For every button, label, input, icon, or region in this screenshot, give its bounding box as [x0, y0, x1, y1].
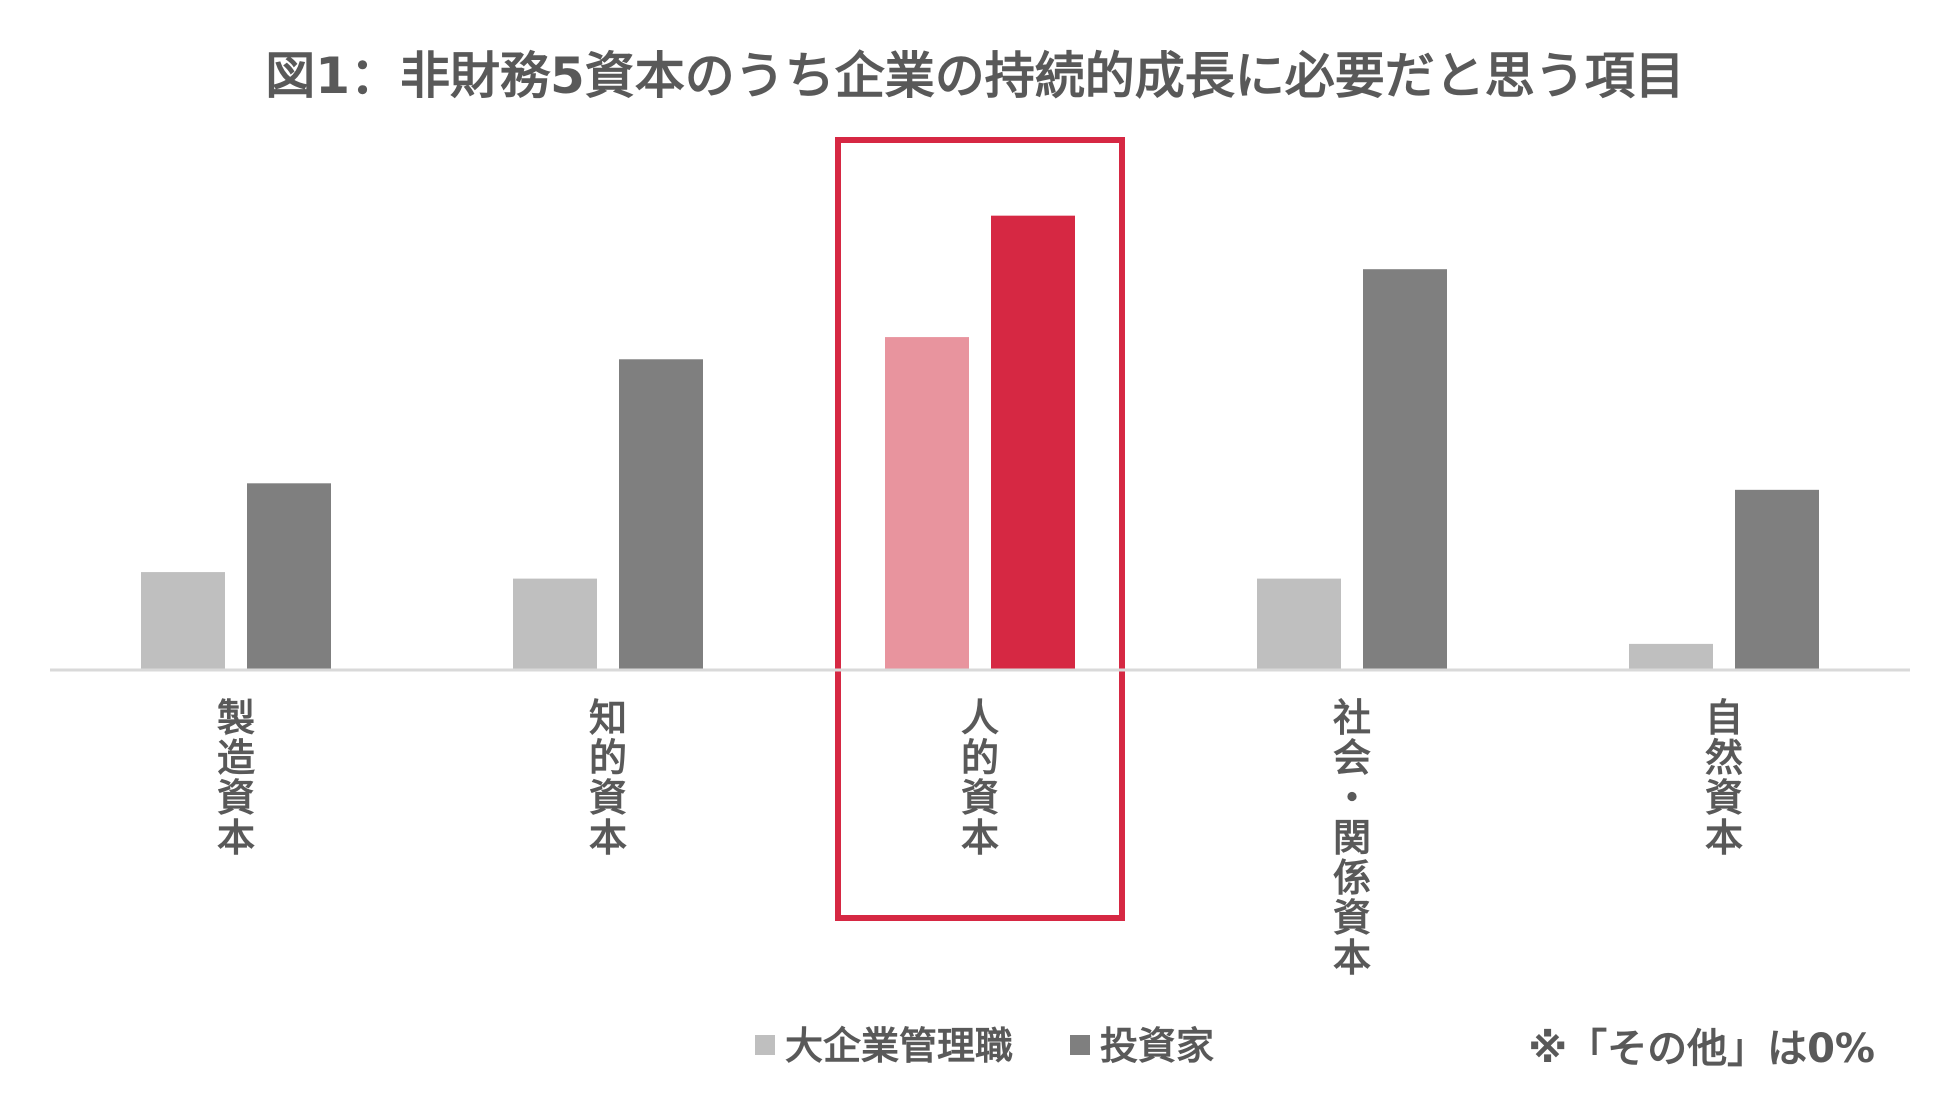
bar-managers-5	[1629, 643, 1713, 670]
bar-investors-2	[619, 359, 703, 670]
category-label-2: 知的資本	[589, 696, 627, 860]
bar-investors-4	[1363, 269, 1447, 670]
category-label-5: 自然資本	[1705, 696, 1743, 860]
chart-title: 図1：非財務5資本のうち企業の持続的成長に必要だと思う項目	[265, 47, 1685, 105]
legend-swatch-managers	[755, 1035, 775, 1055]
highlight-frame	[835, 137, 1125, 921]
footnote: ※「その他」は0%	[1528, 1026, 1875, 1072]
category-label-1: 製造資本	[217, 696, 255, 860]
bar-investors-3	[991, 215, 1075, 670]
legend-swatch-investors	[1070, 1035, 1090, 1055]
bar-managers-2	[513, 578, 597, 670]
legend-label-investors: 投資家	[1100, 1024, 1214, 1068]
legend: 大企業管理職 投資家	[755, 1024, 1214, 1068]
category-label-4: 社会・関係資本	[1333, 696, 1371, 980]
bar-managers-4	[1257, 578, 1341, 670]
category-labels: 製造資本 知的資本 人的資本 社会・関係資本 自然資本	[217, 696, 1743, 980]
bar-managers-3	[885, 337, 969, 670]
bar-investors-1	[247, 483, 331, 670]
legend-label-managers: 大企業管理職	[785, 1024, 1013, 1068]
bar-managers-1	[141, 572, 225, 670]
category-label-3: 人的資本	[961, 696, 999, 860]
plot-area	[50, 137, 1910, 921]
bar-investors-5	[1735, 489, 1819, 670]
